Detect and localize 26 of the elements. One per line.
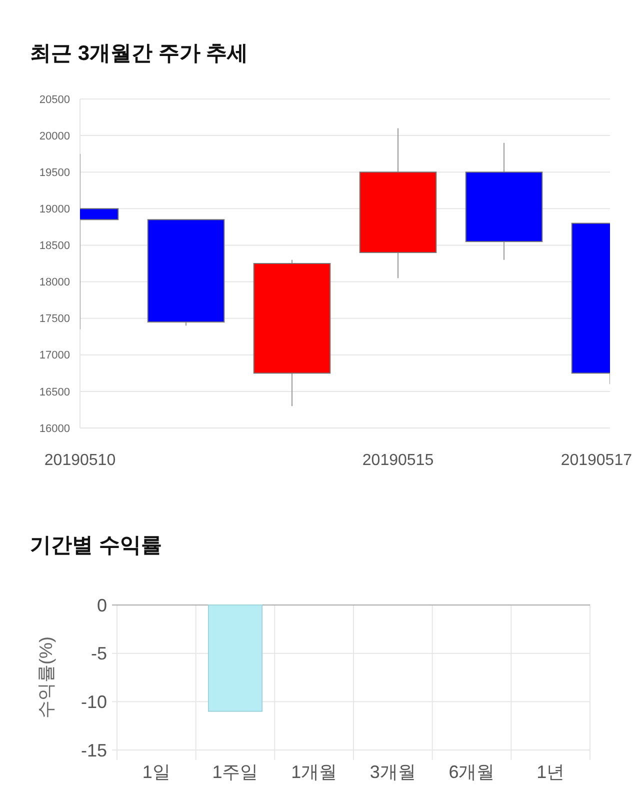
x-tick-label: 1년	[536, 762, 565, 782]
x-tick-label: 6개월	[448, 762, 495, 782]
y-tick-label: -5	[90, 644, 107, 664]
x-tick-label: 20190517	[560, 452, 632, 469]
y-tick-label: 19000	[39, 204, 70, 216]
y-tick-label: 18500	[39, 240, 70, 252]
y-tick-label: 20500	[39, 94, 70, 106]
y-tick-label: -15	[80, 740, 107, 760]
chart-title: 최근 3개월간 주가 추세	[30, 42, 248, 65]
y-tick-label: -10	[80, 692, 107, 712]
chart-title: 기간별 수익률	[30, 534, 162, 557]
x-tick-label: 1주일	[212, 762, 258, 782]
y-tick-label: 19500	[39, 166, 70, 179]
x-tick-label: 1개월	[291, 762, 338, 782]
x-tick-label: 3개월	[370, 762, 416, 782]
x-tick-label: 20190515	[362, 452, 434, 469]
y-tick-label: 18000	[39, 276, 70, 289]
y-tick-label: 16500	[39, 386, 70, 398]
y-tick-label: 0	[96, 595, 107, 616]
y-tick-label: 16000	[39, 422, 70, 435]
y-tick-label: 20000	[39, 130, 70, 142]
x-tick-label: 1일	[142, 762, 170, 782]
y-tick-label: 17000	[39, 350, 70, 362]
y-axis-title: 수익률(%)	[36, 636, 56, 718]
x-tick-label: 20190510	[44, 452, 116, 469]
y-tick-label: 17500	[39, 313, 70, 326]
